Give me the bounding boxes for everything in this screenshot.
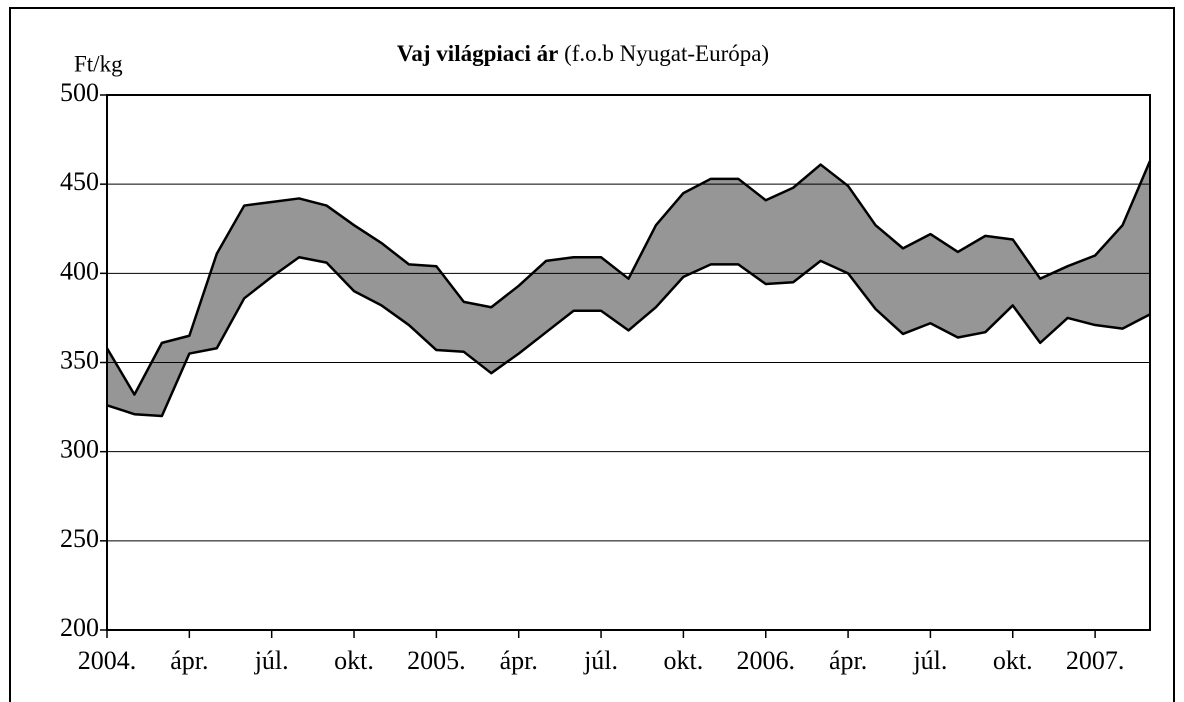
series-line [106, 256, 1151, 418]
y-tick-label: 500 [60, 78, 99, 107]
x-tick-label: ápr. [829, 646, 867, 675]
x-tick-label: okt. [664, 646, 704, 675]
x-tick-label: 2007. [1066, 646, 1125, 675]
y-tick-label: 250 [60, 524, 99, 553]
x-tick-label: ápr. [500, 646, 538, 675]
chart-title: Vaj világpiaci ár [397, 41, 558, 66]
chart-subtitle: (f.o.b Nyugat-Európa) [564, 41, 769, 66]
x-tick-label: 2005. [407, 646, 466, 675]
chart-title-group: Vaj világpiaci ár (f.o.b Nyugat-Európa) [397, 41, 769, 66]
x-tick-label: júl. [912, 646, 947, 675]
x-tick-label: júl. [583, 646, 618, 675]
chart-frame [9, 7, 1175, 702]
x-tick-label: júl. [254, 646, 289, 675]
band-fill [107, 160, 1150, 416]
plot-area [106, 94, 1151, 631]
x-tick-label: okt. [334, 646, 374, 675]
y-tick-label: 200 [60, 613, 99, 642]
y-tick-label: 450 [60, 167, 99, 196]
x-tick-label: 2004. [78, 646, 137, 675]
x-tick-label: 2006. [736, 646, 795, 675]
series-line [105, 160, 1152, 396]
x-tick-label: ápr. [170, 646, 208, 675]
y-axis-label: Ft/kg [74, 51, 123, 76]
y-tick-label: 300 [60, 435, 99, 464]
x-tick-label: okt. [993, 646, 1033, 675]
y-tick-label: 400 [60, 256, 99, 285]
y-tick-label: 350 [60, 345, 99, 374]
